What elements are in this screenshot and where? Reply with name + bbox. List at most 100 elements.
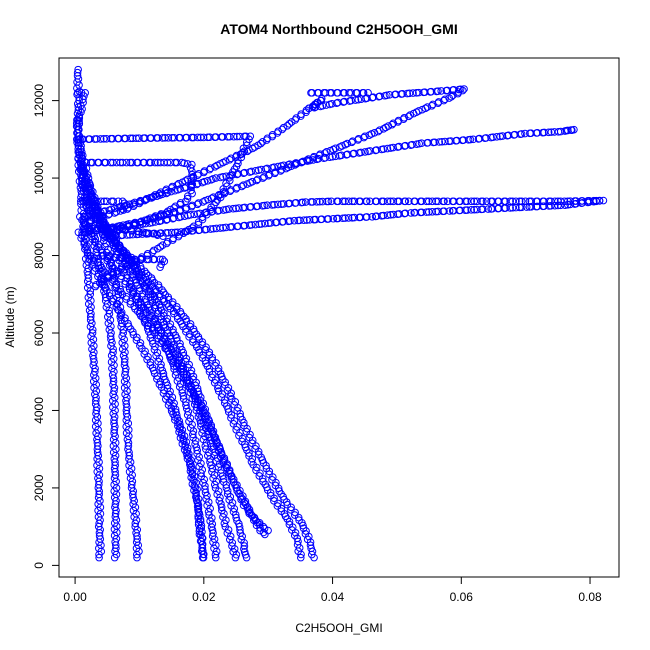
data-point <box>225 205 233 213</box>
data-point <box>448 207 457 215</box>
data-point <box>389 210 398 219</box>
data-point <box>164 134 173 142</box>
data-point <box>260 201 269 210</box>
data-point <box>233 132 241 141</box>
data-point <box>517 130 526 138</box>
data-point <box>303 216 311 224</box>
data-point <box>125 200 134 209</box>
data-point <box>146 313 154 322</box>
data-point <box>324 197 333 206</box>
data-point <box>297 550 305 559</box>
data-point <box>95 550 103 559</box>
data-point <box>279 123 288 132</box>
data-point <box>194 199 203 207</box>
data-point <box>119 221 128 229</box>
data-point <box>129 328 137 336</box>
data-point <box>200 167 209 175</box>
data-point <box>226 223 235 231</box>
data-point <box>199 133 208 142</box>
data-point <box>255 520 264 529</box>
data-point <box>203 176 212 185</box>
data-point <box>341 197 349 206</box>
data-point <box>239 181 248 190</box>
data-point <box>233 423 241 431</box>
data-point <box>493 132 501 141</box>
data-point <box>379 145 388 153</box>
data-point <box>133 553 141 562</box>
data-point <box>235 204 243 212</box>
data-point <box>96 135 105 143</box>
data-point <box>376 92 384 101</box>
data-point <box>220 454 229 462</box>
data-point <box>181 227 189 236</box>
data-point <box>434 87 442 95</box>
data-point <box>182 354 191 363</box>
data-point <box>219 173 227 181</box>
data-point <box>463 197 471 206</box>
data-point <box>148 248 157 256</box>
data-point <box>170 214 178 222</box>
data-point <box>473 205 481 214</box>
data-point <box>556 201 565 210</box>
data-point <box>135 134 143 142</box>
data-point <box>224 405 232 413</box>
data-point <box>245 146 253 154</box>
data-point <box>201 409 210 418</box>
series-trace <box>86 251 272 535</box>
data-point <box>414 88 423 97</box>
data-point <box>498 132 507 140</box>
data-point <box>383 144 392 153</box>
data-point <box>172 362 181 371</box>
data-point <box>126 297 135 306</box>
data-point <box>389 197 398 206</box>
data-point <box>79 197 88 206</box>
data-point <box>299 198 307 207</box>
data-point <box>133 230 141 239</box>
data-point <box>567 126 575 134</box>
x-tick-label: 0.08 <box>578 590 602 604</box>
data-points <box>72 65 608 562</box>
data-point <box>185 333 193 341</box>
data-point <box>430 138 439 147</box>
data-point <box>259 522 268 531</box>
data-point <box>199 550 208 559</box>
data-point <box>551 201 559 210</box>
x-axis-label: C2H5OOH_GMI <box>295 621 382 635</box>
data-point <box>208 353 217 362</box>
data-point <box>339 214 347 223</box>
data-point <box>217 448 226 456</box>
data-point <box>240 498 249 507</box>
data-point <box>383 197 392 206</box>
data-point <box>266 489 275 497</box>
data-point <box>283 500 292 509</box>
data-point <box>176 185 184 193</box>
data-point <box>389 143 397 152</box>
x-tick-label: 0.04 <box>321 590 345 604</box>
data-point <box>156 255 164 264</box>
data-point <box>120 246 128 255</box>
data-point <box>359 89 368 97</box>
data-point <box>265 467 274 476</box>
data-point <box>525 203 534 211</box>
data-point <box>122 158 131 167</box>
data-point <box>148 218 157 227</box>
data-point <box>151 218 160 226</box>
data-point <box>460 85 468 93</box>
data-point <box>252 516 260 525</box>
data-point <box>136 339 145 347</box>
data-point <box>186 211 195 219</box>
data-point <box>112 158 121 167</box>
y-tick-label: 4000 <box>32 397 46 424</box>
data-point <box>232 204 240 213</box>
data-point <box>175 417 184 425</box>
data-point <box>143 251 151 260</box>
data-point <box>112 283 121 291</box>
data-point <box>232 151 241 160</box>
data-point <box>106 158 115 167</box>
data-point <box>156 263 164 271</box>
data-point <box>287 503 295 512</box>
data-point <box>164 295 173 304</box>
data-point <box>219 206 228 214</box>
data-point <box>162 229 170 237</box>
